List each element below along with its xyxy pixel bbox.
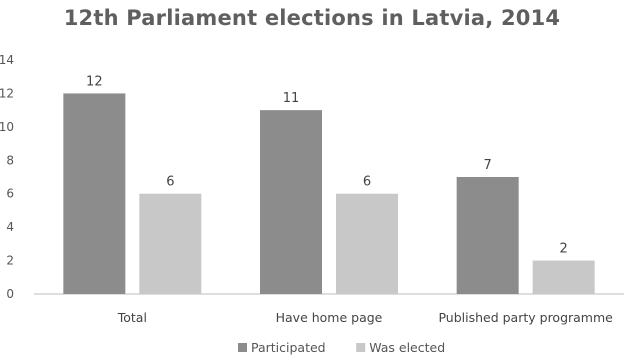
data-label: 2 (560, 242, 568, 257)
bar (336, 193, 398, 294)
category-label: Have home page (276, 310, 383, 325)
category-label: Total (117, 310, 147, 325)
legend-label: Participated (251, 340, 326, 355)
data-label: 6 (166, 175, 174, 190)
data-label: 7 (484, 158, 492, 173)
y-tick-label: 4 (6, 220, 14, 234)
bar (532, 260, 595, 294)
bar (260, 110, 322, 295)
y-tick-label: 0 (6, 287, 14, 301)
y-tick-label: 8 (6, 153, 14, 167)
y-tick-label: 10 (0, 120, 14, 134)
legend-swatch (238, 343, 247, 352)
y-tick-label: 6 (6, 187, 14, 201)
y-tick-label: 12 (0, 86, 14, 100)
legend-label: Was elected (369, 340, 445, 355)
y-tick-label: 2 (6, 254, 14, 268)
data-label: 6 (363, 175, 371, 190)
data-label: 11 (283, 91, 300, 106)
y-tick-label: 14 (0, 53, 14, 67)
data-label: 12 (86, 74, 103, 89)
bar (456, 177, 519, 294)
legend-swatch (356, 343, 366, 352)
chart-title: 12th Parliament elections in Latvia, 201… (63, 6, 561, 30)
category-label: Published party programme (438, 310, 613, 325)
bar (139, 193, 202, 294)
bar (63, 93, 126, 294)
